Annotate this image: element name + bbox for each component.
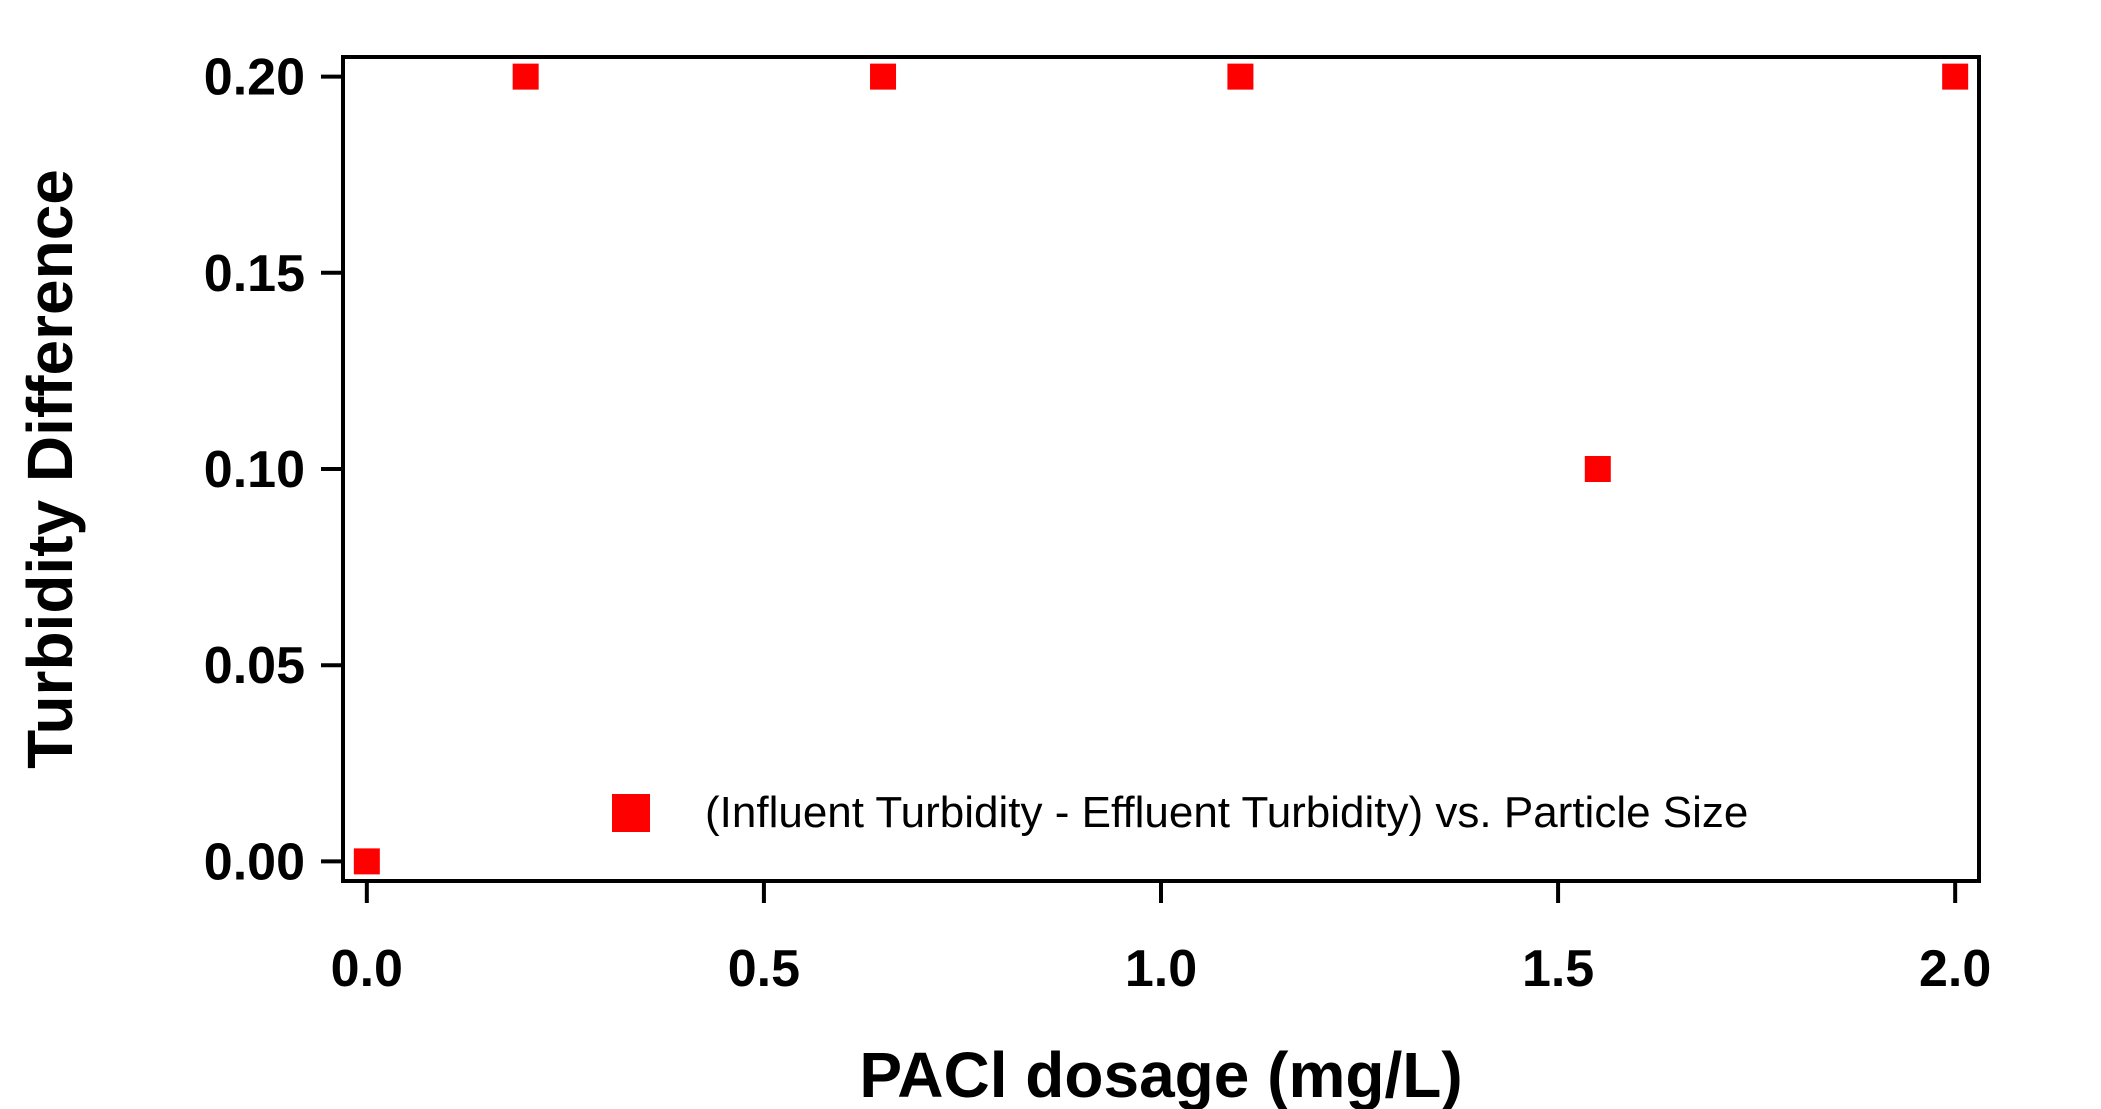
x-tick-label: 1.5 xyxy=(1522,940,1594,998)
data-points xyxy=(353,63,1969,875)
x-tick-label: 0.0 xyxy=(331,940,403,998)
x-tick-label: 1.0 xyxy=(1125,940,1197,998)
y-axis: 0.00 0.05 0.10 0.15 0.20 xyxy=(204,49,343,891)
y-tick-label: 0.05 xyxy=(204,637,305,695)
data-point xyxy=(1942,63,1969,90)
y-tick-label: 0.20 xyxy=(204,49,305,107)
y-tick-label: 0.00 xyxy=(204,833,305,891)
data-point xyxy=(353,848,380,875)
x-tick-label: 0.5 xyxy=(728,940,800,998)
y-tick-label: 0.10 xyxy=(204,441,305,499)
y-tick-label: 0.15 xyxy=(204,245,305,303)
x-axis: 0.0 0.5 1.0 1.5 2.0 xyxy=(331,881,1991,998)
data-point xyxy=(870,63,897,90)
x-axis-title: PACl dosage (mg/L) xyxy=(859,1039,1462,1109)
data-point xyxy=(1227,63,1254,90)
legend-marker xyxy=(612,794,650,832)
data-point xyxy=(512,63,539,90)
x-tick-label: 2.0 xyxy=(1919,940,1991,998)
plot-frame xyxy=(341,55,1981,883)
data-point xyxy=(1584,456,1611,482)
legend-label: (Influent Turbidity - Effluent Turbidity… xyxy=(705,788,1748,837)
legend: (Influent Turbidity - Effluent Turbidity… xyxy=(612,788,1748,837)
y-axis-title: Turbidity Difference xyxy=(14,169,86,769)
